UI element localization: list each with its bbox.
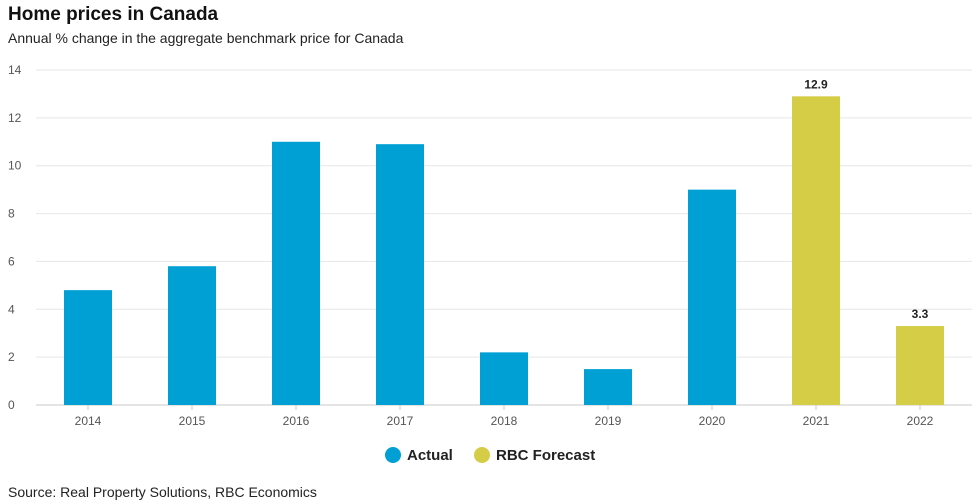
y-tick-label: 0 (8, 398, 15, 412)
bar-2020 (688, 189, 736, 405)
x-tick-label: 2021 (803, 414, 830, 428)
y-tick-label: 12 (8, 111, 22, 125)
chart-subtitle: Annual % change in the aggregate benchma… (8, 30, 404, 46)
y-tick-label: 2 (8, 350, 15, 364)
y-axis: 0 2 4 6 8 10 12 14 (8, 63, 22, 412)
source-note: Source: Real Property Solutions, RBC Eco… (8, 484, 317, 500)
bar-2016 (272, 141, 320, 406)
legend-swatch (474, 447, 490, 463)
bar-2017 (376, 144, 424, 405)
legend: Actual RBC Forecast (385, 447, 595, 464)
x-tick-label: 2016 (283, 414, 310, 428)
bar-2014 (64, 290, 112, 405)
bar-chart: 0 2 4 6 8 10 12 14 2014 2015 2016 2017 2018 2019 2020… (8, 63, 972, 464)
x-tick-label: 2019 (595, 414, 622, 428)
y-tick-label: 10 (8, 159, 22, 173)
data-label: 3.3 (912, 307, 929, 321)
legend-label: Actual (407, 447, 453, 464)
legend-label: RBC Forecast (496, 447, 595, 464)
x-tick-label: 2014 (75, 414, 102, 428)
x-tick-label: 2015 (179, 414, 206, 428)
y-tick-label: 14 (8, 63, 22, 77)
bars (64, 96, 944, 406)
x-tick-label: 2017 (387, 414, 414, 428)
bar-2018 (480, 352, 528, 405)
bar-2021 (792, 96, 840, 406)
data-label: 12.9 (804, 77, 828, 91)
x-tick-label: 2022 (907, 414, 934, 428)
y-tick-label: 6 (8, 254, 15, 268)
y-tick-label: 8 (8, 207, 15, 221)
x-tick-label: 2018 (491, 414, 518, 428)
chart-title: Home prices in Canada (8, 4, 219, 25)
x-tick-label: 2020 (699, 414, 726, 428)
legend-swatch (385, 447, 401, 463)
bar-2015 (168, 266, 216, 405)
y-tick-label: 4 (8, 302, 15, 316)
bar-2022 (896, 326, 944, 405)
x-axis: 2014 2015 2016 2017 2018 2019 2020 2021 2022 (75, 405, 934, 428)
data-labels: 12.9 3.3 (804, 77, 928, 321)
bar-2019 (584, 369, 632, 405)
